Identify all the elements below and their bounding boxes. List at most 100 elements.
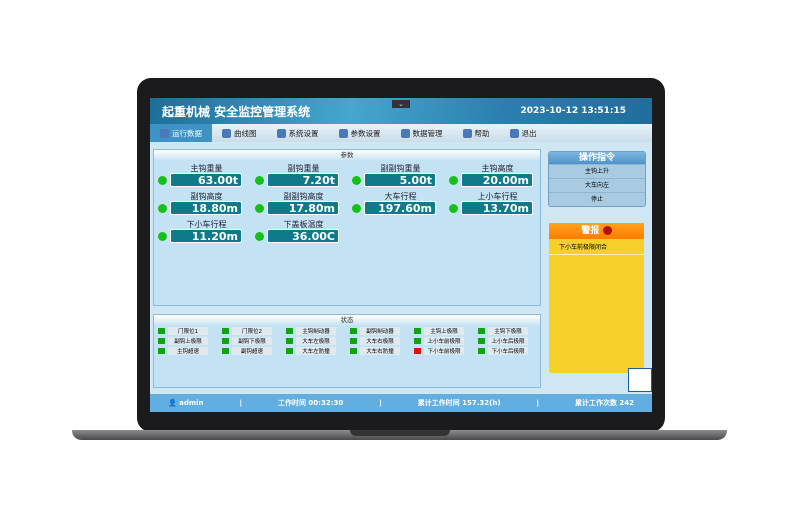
datetime: 2023-10-12 13:51:15 (520, 106, 626, 116)
command-button[interactable]: 主钩上升 (549, 164, 645, 178)
alarm-title: 警报 (581, 226, 600, 236)
status-indicator (414, 348, 421, 354)
app-screen: 起重机械 安全监控管理系统 ⌄ 2023-10-12 13:51:15 运行数据… (150, 98, 652, 412)
param-item: 下盖板温度 36.00C (255, 219, 352, 243)
status-indicator (478, 338, 485, 344)
param-label: 主钩高度 (481, 164, 514, 173)
param-label: 副副钩重量 (380, 164, 421, 173)
status-item: 主钩上极限 (414, 327, 478, 335)
nav-tab[interactable]: 帮助 (453, 124, 500, 142)
nav-bar: 运行数据 曲线图 系统设置 参数设置 数据管理 帮助 退出 (150, 124, 652, 142)
status-dot (449, 203, 458, 213)
status-dot (449, 175, 458, 185)
user-icon: 👤 (167, 399, 177, 407)
total-time: 157.32(h) (462, 399, 501, 407)
status-indicator (350, 338, 357, 344)
status-item: 下小车前极限 (414, 347, 478, 355)
status-title: 状态 (154, 315, 540, 325)
command-panel: 操作指令 主钩上升 大车向左 停止 (548, 151, 646, 207)
param-item: 主钩高度 20.00m (449, 163, 546, 187)
status-dot (352, 203, 361, 213)
status-item: 副钩超速 (222, 347, 286, 355)
nav-tab[interactable]: 退出 (500, 124, 547, 142)
param-label: 副副钩高度 (283, 192, 324, 201)
param-label: 主钩重量 (190, 164, 223, 173)
status-indicator (222, 338, 229, 344)
nav-icon (160, 128, 169, 138)
param-value: 17.80m (267, 201, 339, 215)
status-item: 主钩下极限 (478, 327, 542, 335)
laptop-notch (350, 430, 450, 436)
params-title: 参数 (154, 150, 540, 160)
status-item: 副钩制动器 (350, 327, 414, 335)
alarm-bell-icon (602, 226, 612, 235)
command-button[interactable]: 大车向左 (549, 178, 645, 192)
status-dot (255, 203, 264, 213)
alarm-panel: 警报 下小车前极限闭合 (549, 223, 644, 373)
param-item: 大车行程 197.60m (352, 191, 449, 215)
param-value: 11.20m (170, 229, 242, 243)
status-dot (352, 175, 361, 185)
param-label: 副钩重量 (287, 164, 320, 173)
status-indicator (414, 328, 421, 334)
nav-tab[interactable]: 曲线图 (212, 124, 267, 142)
status-indicator (158, 338, 165, 344)
status-indicator (350, 348, 357, 354)
param-value: 36.00C (267, 229, 339, 243)
nav-icon (400, 128, 410, 138)
side-tool-icon[interactable] (628, 368, 652, 392)
status-dot (255, 231, 264, 241)
param-item: 副钩重量 7.20t (255, 163, 352, 187)
status-indicator (478, 348, 485, 354)
param-value: 63.00t (170, 173, 242, 187)
status-bar: 👤 admin | 工作时间 00:32:30 | 累计工作时间 157.32(… (150, 394, 652, 412)
work-time: 00:32:30 (308, 399, 344, 407)
total-time-label: 累计工作时间 (417, 399, 460, 407)
nav-tab[interactable]: 运行数据 (150, 124, 212, 142)
param-item: 主钩重量 63.00t (158, 163, 255, 187)
param-value: 13.70m (461, 201, 533, 215)
status-item: 上小车后极限 (478, 337, 542, 345)
status-dot (158, 175, 167, 185)
nav-icon (509, 128, 519, 138)
nav-icon (462, 128, 472, 138)
nav-tab[interactable]: 数据管理 (391, 124, 453, 142)
status-item: 副钩下极限 (222, 337, 286, 345)
status-item: 大车左防撞 (286, 347, 350, 355)
param-value: 18.80m (170, 201, 242, 215)
status-item: 上小车前极限 (414, 337, 478, 345)
status-dot (255, 175, 264, 185)
chevron-down-icon[interactable]: ⌄ (392, 100, 410, 108)
param-label: 下盖板温度 (283, 220, 324, 229)
username: admin (179, 399, 204, 407)
param-item: 副副钩重量 5.00t (352, 163, 449, 187)
param-value: 5.00t (364, 173, 436, 187)
param-value: 7.20t (267, 173, 339, 187)
param-item: 副钩高度 18.80m (158, 191, 255, 215)
command-button[interactable]: 停止 (549, 192, 645, 206)
nav-tab[interactable]: 系统设置 (267, 124, 329, 142)
status-indicator (414, 338, 421, 344)
header: 起重机械 安全监控管理系统 ⌄ 2023-10-12 13:51:15 (150, 98, 652, 124)
nav-icon (222, 128, 231, 138)
param-label: 副钩高度 (190, 192, 223, 201)
status-panel: 状态 门限位1 门限位2 主钩制动器 副钩制动器 主钩上极限 主钩下极限 副钩上极限 副钩下极… (153, 314, 541, 388)
status-indicator (222, 328, 229, 334)
param-item: 上小车行程 13.70m (449, 191, 546, 215)
status-dot (158, 203, 167, 213)
param-label: 大车行程 (384, 192, 417, 201)
status-indicator (158, 348, 165, 354)
status-item: 副钩上极限 (158, 337, 222, 345)
work-time-label: 工作时间 (277, 399, 306, 407)
status-indicator (158, 328, 165, 334)
command-title: 操作指令 (549, 152, 645, 164)
status-indicator (478, 328, 485, 334)
param-value: 197.60m (364, 201, 436, 215)
nav-tab[interactable]: 参数设置 (329, 124, 391, 142)
status-item: 大车右防撞 (350, 347, 414, 355)
count-label: 累计工作次数 (574, 399, 617, 407)
status-indicator (286, 348, 293, 354)
status-item: 门限位1 (158, 327, 222, 335)
status-item: 门限位2 (222, 327, 286, 335)
status-item: 下小车后极限 (478, 347, 542, 355)
